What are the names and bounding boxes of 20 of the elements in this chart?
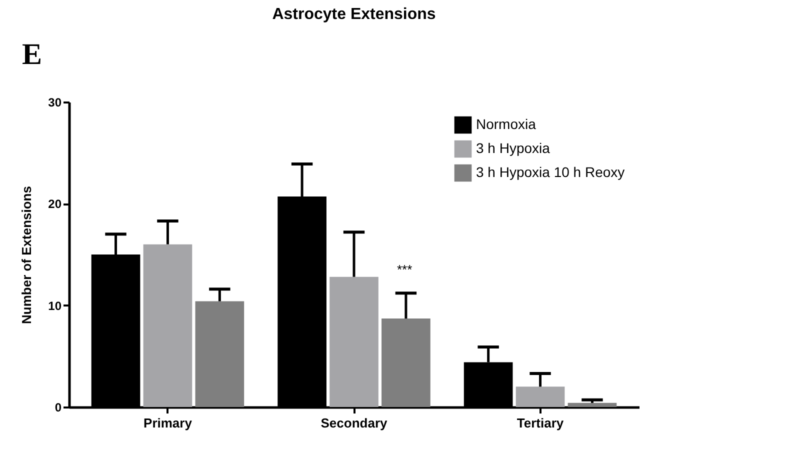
legend-label: Normoxia [476, 116, 536, 132]
annotation: *** [397, 262, 412, 277]
text: E [22, 38, 42, 72]
legend-label: 3 h Hypoxia [476, 140, 550, 156]
bar [195, 301, 244, 407]
chart-title: Astrocyte Extensions [272, 6, 436, 23]
y-tick-label: 30 [48, 96, 62, 110]
x-tick-label: Tertiary [516, 416, 564, 430]
bar [568, 402, 617, 407]
x-tick-label: Primary [144, 416, 193, 430]
bar [143, 244, 192, 407]
y-tick-label: 0 [54, 400, 62, 414]
x-tick-label: Secondary [320, 416, 388, 430]
legend-label: 3 h Hypoxia 10 h Reoxy [476, 164, 625, 180]
bar [382, 318, 430, 407]
y-tick-label: 10 [48, 298, 62, 313]
y-tick-label: 20 [48, 197, 62, 212]
y-axis-title: Number of Extensions [19, 186, 34, 324]
bar [330, 276, 378, 407]
bar [516, 386, 565, 407]
